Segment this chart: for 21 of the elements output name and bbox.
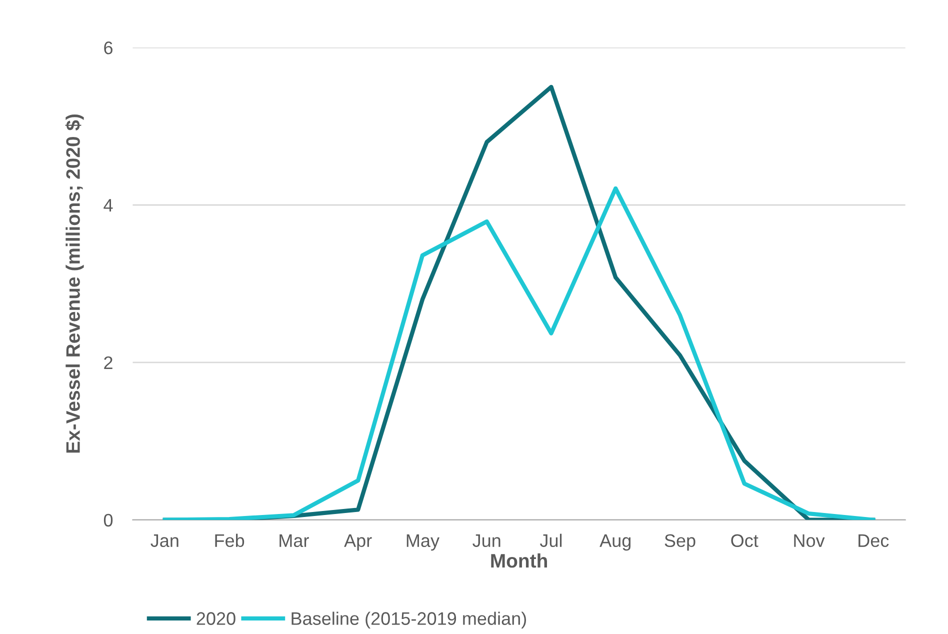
x-tick-label: Jun bbox=[472, 534, 500, 548]
x-tick-label: Aug bbox=[600, 534, 631, 551]
x-tick-label: May bbox=[406, 534, 440, 551]
y-tick-label: 4 bbox=[104, 199, 113, 212]
y-tick-label: 6 bbox=[104, 41, 112, 54]
x-tick-label: Mar bbox=[280, 534, 309, 548]
line-series bbox=[162, 186, 876, 520]
x-tick-label: Feb bbox=[215, 534, 244, 548]
y-tick-label: 0 bbox=[104, 514, 113, 527]
x-tick-label: Jul bbox=[540, 534, 562, 548]
x-tick-label: Sep bbox=[664, 534, 696, 551]
y-axis-title: Ex-Vessel Revenue (millions; 2020 $) bbox=[65, 114, 84, 453]
x-tick-label: Dec bbox=[858, 534, 889, 548]
legend-label: Baseline (2015-2019 median) bbox=[292, 612, 526, 629]
x-axis-title: Month bbox=[491, 553, 547, 568]
legend-label: 2020 bbox=[196, 612, 236, 625]
x-tick-label: Jan bbox=[150, 534, 178, 548]
y-tick-label: 2 bbox=[104, 356, 112, 369]
x-tick-label: Apr bbox=[344, 534, 372, 551]
x-tick-label: Nov bbox=[794, 534, 825, 548]
x-tick-label: Oct bbox=[731, 534, 758, 548]
